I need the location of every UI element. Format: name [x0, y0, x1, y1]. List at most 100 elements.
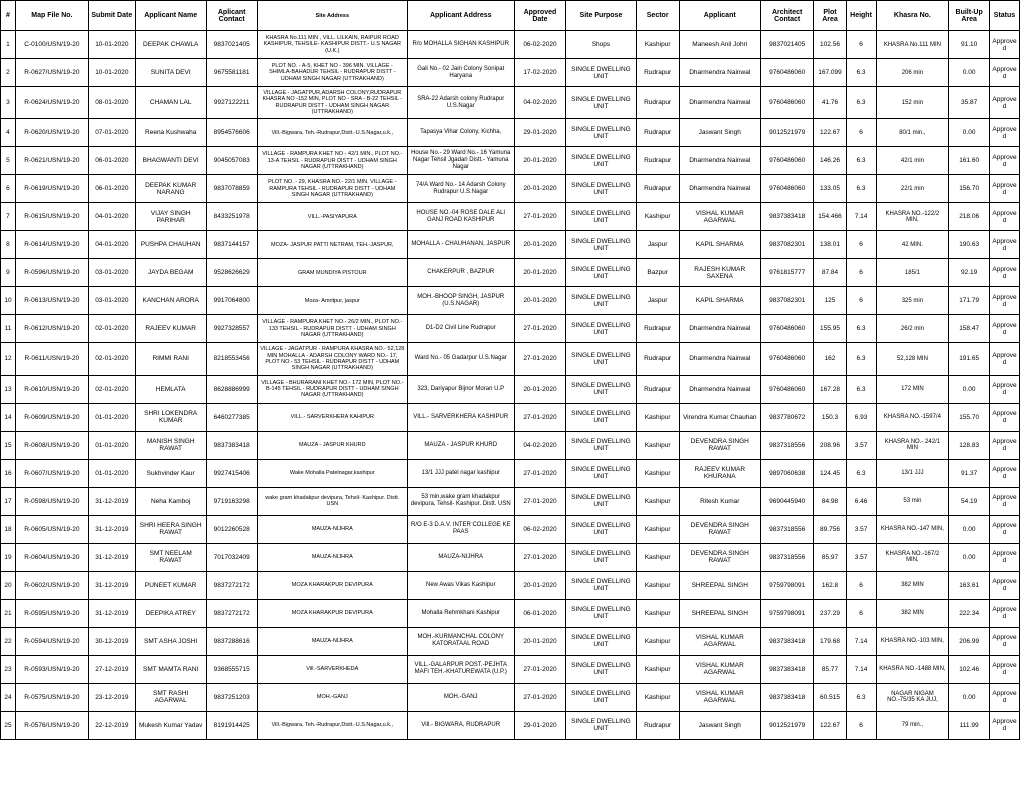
table-cell: 9837383418: [760, 655, 814, 683]
table-cell: R-0604/USN/19-20: [15, 543, 88, 571]
table-cell: 167.099: [814, 59, 846, 87]
table-cell: Approved: [989, 627, 1019, 655]
table-cell: R-0593/USN/19-20: [15, 655, 88, 683]
table-cell: 03-01-2020: [88, 259, 135, 287]
table-cell: 6: [846, 259, 876, 287]
table-cell: SINGLE DWELLING UNIT: [566, 175, 637, 203]
table-cell: Bazpur: [636, 259, 679, 287]
table-cell: 52,128 MIN: [876, 343, 949, 375]
table-cell: VIJAY SINGH PARIHAR: [135, 203, 206, 231]
table-row: 9R-0596/USN/19-2003-01-2020JAYDA BEGAM95…: [1, 259, 1020, 287]
table-cell: SINGLE DWELLING UNIT: [566, 59, 637, 87]
table-cell: 206.99: [949, 627, 990, 655]
table-cell: 9528626629: [206, 259, 257, 287]
table-cell: SINGLE DWELLING UNIT: [566, 147, 637, 175]
table-cell: VILLAGE - JAGATPUR - RAMPURA KHASRA NO.-…: [257, 343, 407, 375]
table-cell: VILL.- SARVERKHERA KAHIPUR: [257, 403, 407, 431]
table-cell: NAGAR NIGAM NO.-75/35 KA JUJ,: [876, 683, 949, 711]
table-cell: MOZA- JASPUR PATTI NETRAM, TEH.-JASPUR,: [257, 231, 407, 259]
table-cell: SMT NEELAM RAWAT: [135, 543, 206, 571]
table-cell: 133.05: [814, 175, 846, 203]
table-cell: Mohalla Rehmkhani Kashipur: [407, 599, 514, 627]
table-cell: MAUZA-NIJHRA: [257, 515, 407, 543]
table-cell: Dharmendra Nainwal: [679, 59, 760, 87]
table-cell: SMT RASHI AGARWAL: [135, 683, 206, 711]
table-cell: 9837318556: [760, 431, 814, 459]
table-cell: Approved: [989, 459, 1019, 487]
table-cell: CHAKERPUR , BAZPUR: [407, 259, 514, 287]
table-cell: 9012260528: [206, 515, 257, 543]
table-cell: Ritesh Kumar: [679, 487, 760, 515]
table-cell: R-0610/USN/19-20: [15, 375, 88, 403]
table-row: 2R-0627/USN/19-2010-01-2020SUNITA DEVI96…: [1, 59, 1020, 87]
table-cell: Dharmendra Nainwal: [679, 87, 760, 119]
table-cell: 8: [1, 231, 16, 259]
table-cell: 9837144157: [206, 231, 257, 259]
table-row: 10R-0613/USN/19-2003-01-2020KANCHAN AROR…: [1, 287, 1020, 315]
table-cell: VILLAGE - JAGATPUR,ADARSH COLONY,RUDRAPU…: [257, 87, 407, 119]
col-header: Submit Date: [88, 1, 135, 31]
table-cell: 382 MIN: [876, 599, 949, 627]
table-cell: PLOT NO. - A-5, KHET NO - 396 MIN. VILLA…: [257, 59, 407, 87]
table-cell: Dharmendra Nainwal: [679, 315, 760, 343]
table-cell: SINGLE DWELLING UNIT: [566, 287, 637, 315]
table-cell: Approved: [989, 287, 1019, 315]
table-cell: 42 MIN.: [876, 231, 949, 259]
table-cell: 41.76: [814, 87, 846, 119]
table-cell: 06-02-2020: [514, 31, 565, 59]
table-cell: 9837021405: [206, 31, 257, 59]
table-cell: Approved: [989, 683, 1019, 711]
table-cell: Neha Kamboj: [135, 487, 206, 515]
table-row: 22R-0594/USN/19-2030-12-2019SMT ASHA JOS…: [1, 627, 1020, 655]
col-header: Built-Up Area: [949, 1, 990, 31]
table-cell: 9897060638: [760, 459, 814, 487]
table-row: 3R-0624/USN/19-2008-01-2020CHAMAN LAL992…: [1, 87, 1020, 119]
table-cell: 2: [1, 59, 16, 87]
table-cell: 9927122211: [206, 87, 257, 119]
table-cell: MOH.-KURMANCHAL COLONY KATORATAAL ROAD: [407, 627, 514, 655]
table-cell: 222.34: [949, 599, 990, 627]
table-cell: R-0615/USN/19-20: [15, 203, 88, 231]
table-cell: 6: [1, 175, 16, 203]
table-cell: BHAGWANTI DEVI: [135, 147, 206, 175]
table-cell: 6: [846, 119, 876, 147]
table-cell: 206 min: [876, 59, 949, 87]
table-cell: 9837383418: [760, 627, 814, 655]
table-cell: 9719163298: [206, 487, 257, 515]
table-cell: RIMMI RANI: [135, 343, 206, 375]
table-cell: Approved: [989, 711, 1019, 739]
table-cell: Mukesh Kumar Yadav: [135, 711, 206, 739]
table-row: 19R-0604/USN/19-2031-12-2019SMT NEELAM R…: [1, 543, 1020, 571]
table-cell: SMT MAMTA RANI: [135, 655, 206, 683]
table-cell: CHAMAN LAL: [135, 87, 206, 119]
table-cell: Approved: [989, 487, 1019, 515]
table-cell: Gali No.- 02 Jain Colony Sonipat Haryana: [407, 59, 514, 87]
table-cell: KHASRA NO.-1488 MIN,: [876, 655, 949, 683]
table-cell: Kashipur: [636, 515, 679, 543]
col-header: Site Purpose: [566, 1, 637, 31]
table-cell: 87.84: [814, 259, 846, 287]
table-cell: R-0598/USN/19-20: [15, 487, 88, 515]
col-header: Applicant Address: [407, 1, 514, 31]
table-cell: 9759798091: [760, 571, 814, 599]
table-cell: 172 MIN: [876, 375, 949, 403]
table-cell: Approved: [989, 119, 1019, 147]
table-cell: 18: [1, 515, 16, 543]
table-cell: MANISH SINGH RAWAT: [135, 431, 206, 459]
table-cell: 20: [1, 571, 16, 599]
table-cell: 10: [1, 287, 16, 315]
table-cell: 15: [1, 431, 16, 459]
col-header: Sector: [636, 1, 679, 31]
table-row: 8R-0614/USN/19-2004-01-2020PUSHPA CHAUHA…: [1, 231, 1020, 259]
table-cell: 9837251203: [206, 683, 257, 711]
table-cell: Approved: [989, 175, 1019, 203]
table-cell: 27-01-2020: [514, 683, 565, 711]
table-cell: 27-01-2020: [514, 655, 565, 683]
table-cell: 06-01-2020: [88, 147, 135, 175]
table-cell: DEEPAK KUMAR NARANG: [135, 175, 206, 203]
table-cell: 16: [1, 459, 16, 487]
table-cell: VILLAGE - RAMPURA KHET NO.- 26/2 MIN., P…: [257, 315, 407, 343]
table-cell: 3: [1, 87, 16, 119]
table-cell: 10-01-2020: [88, 31, 135, 59]
table-cell: 3.57: [846, 543, 876, 571]
